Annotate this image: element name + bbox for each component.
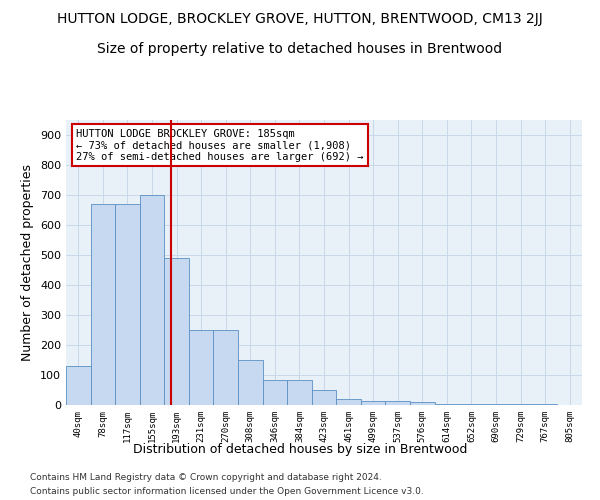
Text: Size of property relative to detached houses in Brentwood: Size of property relative to detached ho… [97, 42, 503, 56]
Bar [385, 400, 410, 405]
Bar [263, 380, 287, 405]
Text: Distribution of detached houses by size in Brentwood: Distribution of detached houses by size … [133, 442, 467, 456]
Bar [91, 204, 115, 405]
Bar [115, 204, 140, 405]
Text: Contains public sector information licensed under the Open Government Licence v3: Contains public sector information licen… [30, 488, 424, 496]
Bar [140, 195, 164, 405]
Y-axis label: Number of detached properties: Number of detached properties [22, 164, 34, 361]
Bar [533, 404, 557, 405]
Text: HUTTON LODGE BROCKLEY GROVE: 185sqm
← 73% of detached houses are smaller (1,908): HUTTON LODGE BROCKLEY GROVE: 185sqm ← 73… [76, 128, 364, 162]
Bar [459, 404, 484, 405]
Bar [66, 366, 91, 405]
Bar [164, 258, 189, 405]
Bar [410, 402, 434, 405]
Bar [508, 404, 533, 405]
Bar [287, 380, 312, 405]
Bar [312, 390, 336, 405]
Text: HUTTON LODGE, BROCKLEY GROVE, HUTTON, BRENTWOOD, CM13 2JJ: HUTTON LODGE, BROCKLEY GROVE, HUTTON, BR… [57, 12, 543, 26]
Bar [484, 404, 508, 405]
Bar [434, 404, 459, 405]
Bar [189, 330, 214, 405]
Bar [214, 330, 238, 405]
Bar [238, 360, 263, 405]
Text: Contains HM Land Registry data © Crown copyright and database right 2024.: Contains HM Land Registry data © Crown c… [30, 472, 382, 482]
Bar [336, 399, 361, 405]
Bar [361, 400, 385, 405]
